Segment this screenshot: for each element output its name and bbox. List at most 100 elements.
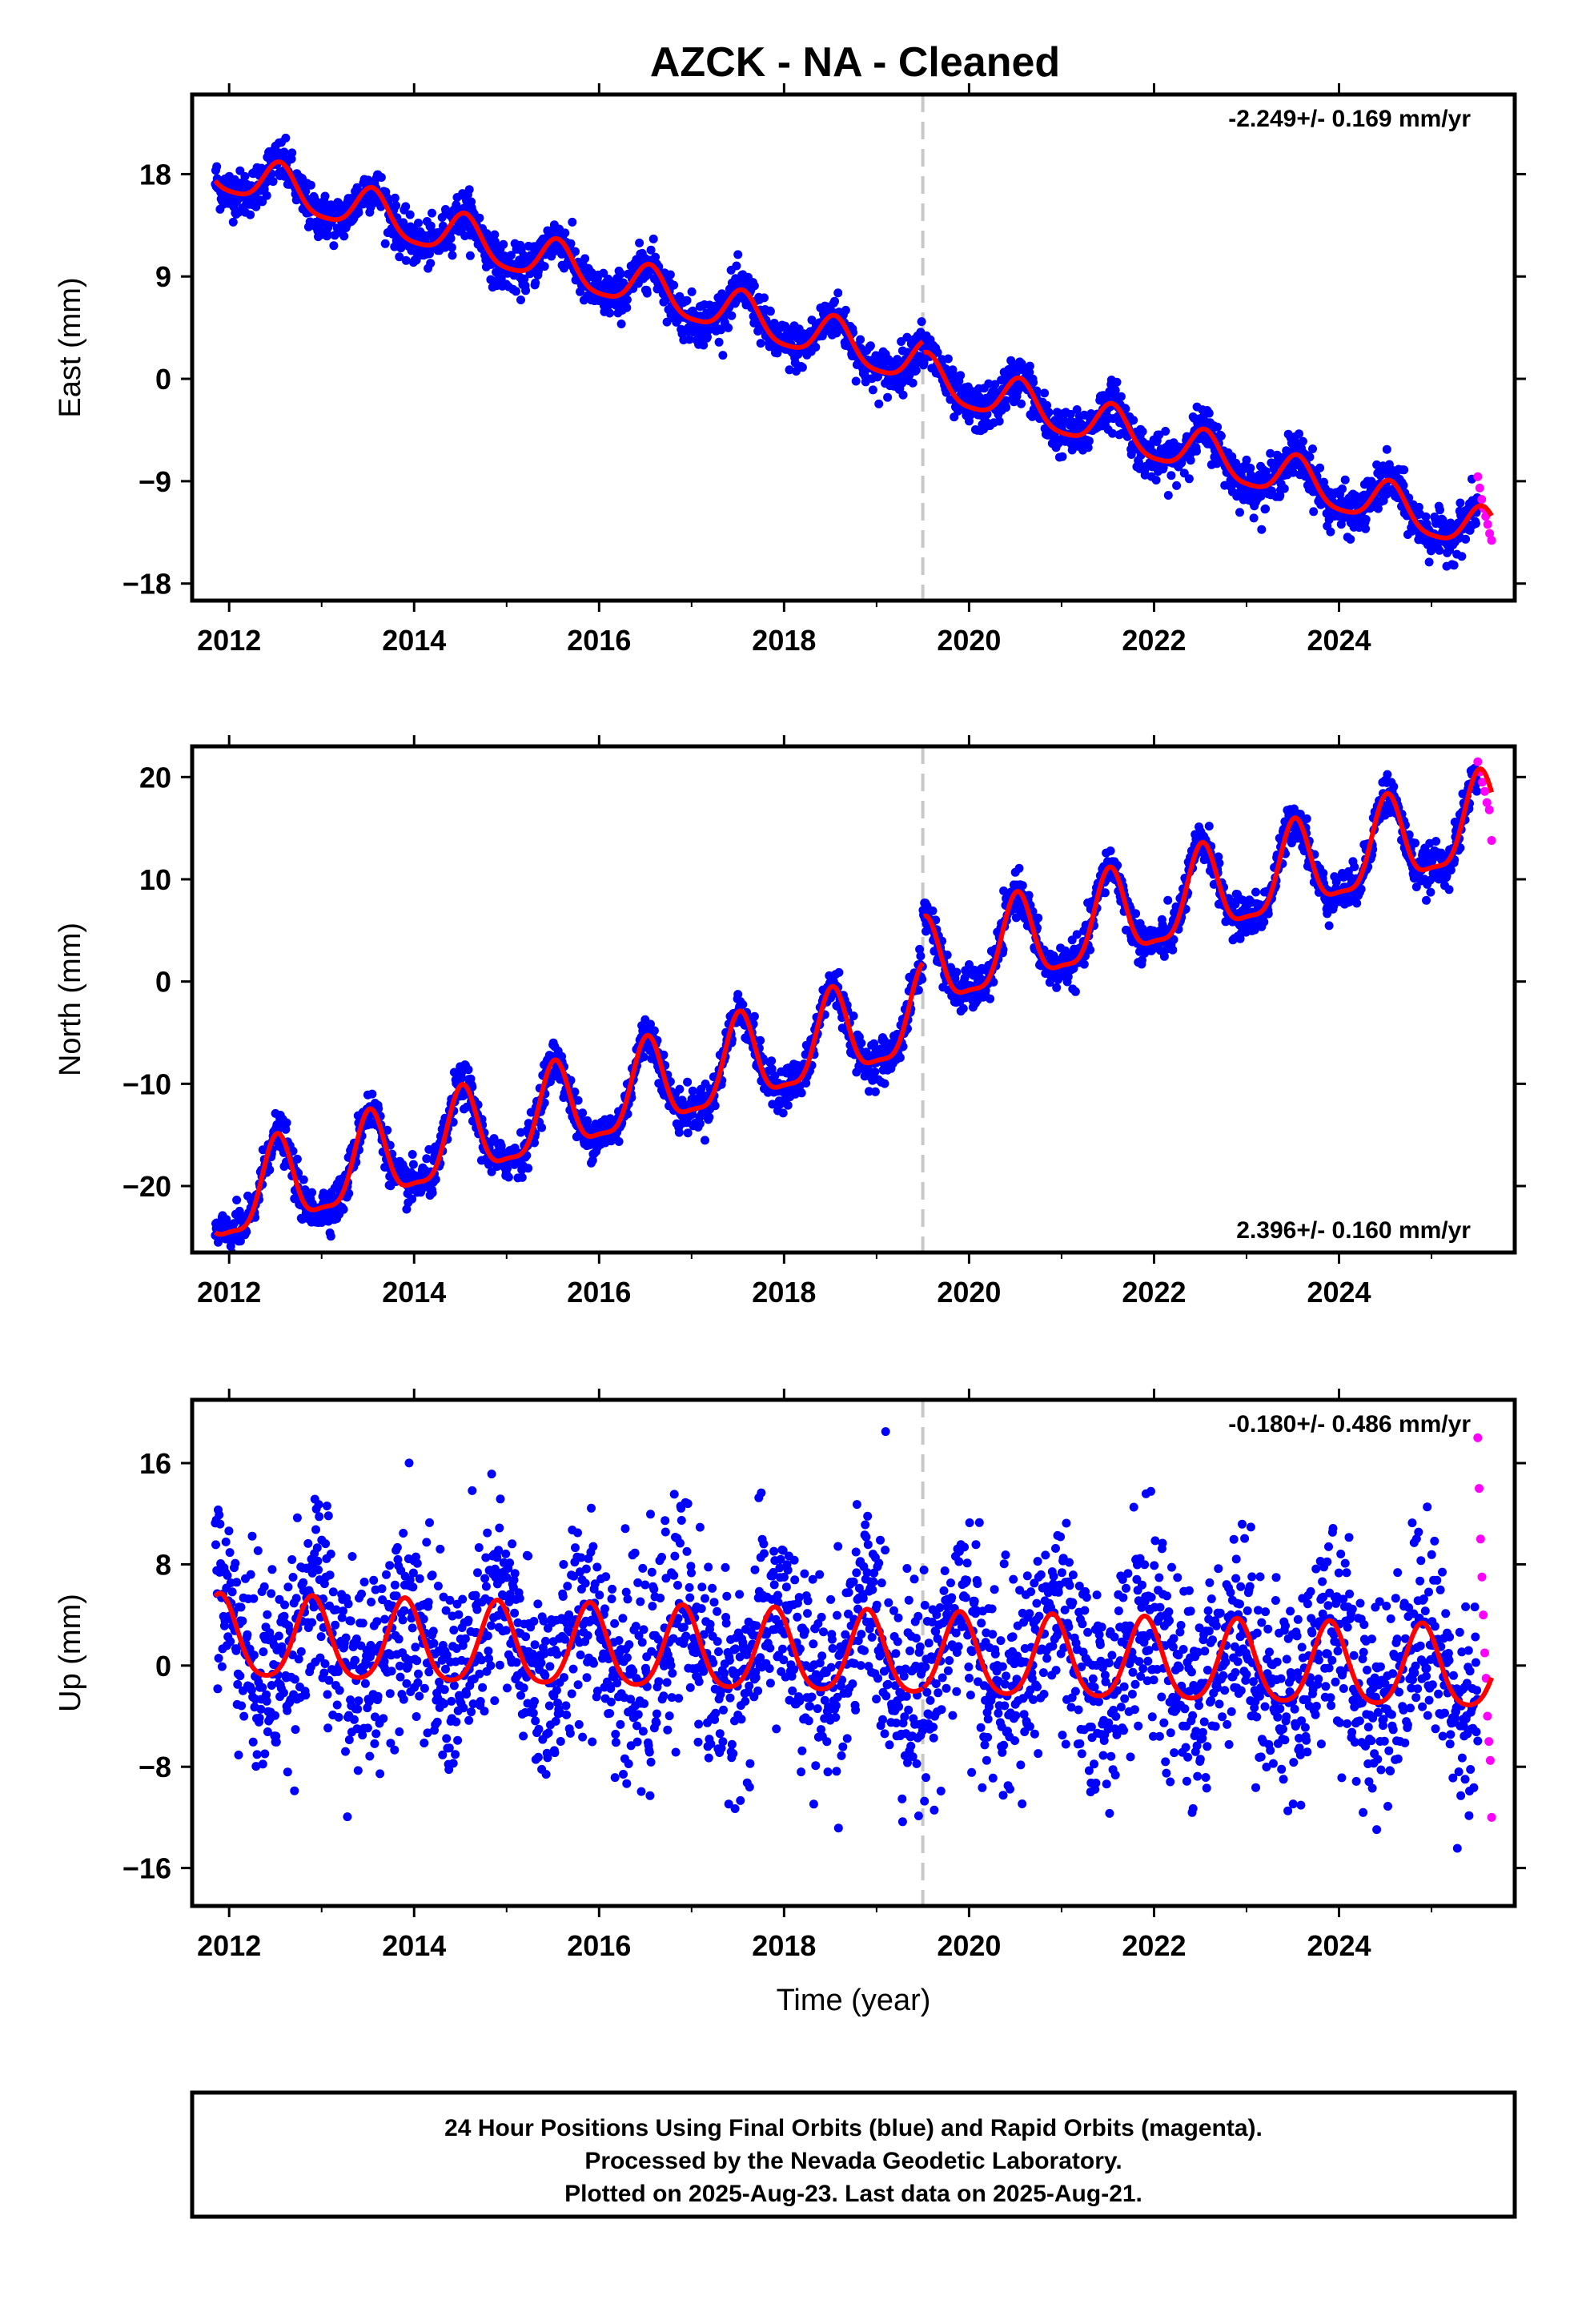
- final-point: [326, 1232, 335, 1241]
- final-point: [675, 1084, 685, 1094]
- final-point: [1319, 868, 1328, 878]
- final-point: [1461, 534, 1471, 544]
- final-point: [1288, 468, 1298, 477]
- final-orbit-series: [211, 133, 1483, 571]
- final-point: [1399, 465, 1409, 475]
- final-point: [1186, 456, 1195, 465]
- final-point: [1340, 475, 1350, 485]
- final-point: [880, 1079, 889, 1088]
- final-point: [537, 1123, 547, 1132]
- final-point: [390, 193, 400, 203]
- plot-frame: [190, 92, 1517, 603]
- x-tick-label: 2020: [937, 624, 1001, 657]
- final-point: [489, 1134, 499, 1144]
- final-point: [687, 287, 697, 296]
- final-point: [1169, 935, 1178, 944]
- final-point: [830, 296, 839, 306]
- final-point: [767, 1056, 777, 1066]
- final-point: [1052, 983, 1062, 992]
- final-point: [703, 332, 712, 342]
- final-point: [705, 1112, 714, 1122]
- final-point: [1308, 444, 1317, 453]
- final-point: [1257, 525, 1267, 534]
- final-point: [834, 967, 844, 977]
- final-point: [376, 173, 386, 182]
- x-tick-label: 2016: [567, 624, 631, 657]
- rapid-point: [1487, 536, 1496, 545]
- final-point: [1215, 858, 1224, 868]
- final-point: [323, 230, 332, 239]
- final-point: [733, 250, 743, 259]
- final-point: [401, 202, 411, 211]
- final-point: [874, 399, 884, 408]
- final-point: [699, 340, 709, 350]
- final-point: [517, 1172, 527, 1182]
- final-point: [622, 295, 632, 304]
- final-point: [281, 133, 291, 143]
- final-point: [568, 217, 577, 227]
- final-point: [865, 1087, 873, 1096]
- final-point: [446, 234, 456, 243]
- final-point: [1457, 552, 1467, 561]
- final-point: [1110, 385, 1120, 395]
- final-point: [506, 251, 516, 260]
- final-point: [649, 1026, 659, 1035]
- final-point: [482, 229, 492, 239]
- final-point: [1079, 959, 1089, 969]
- final-point: [642, 288, 652, 298]
- final-point: [1108, 428, 1117, 438]
- final-point: [783, 1100, 793, 1110]
- final-point: [292, 1154, 302, 1164]
- final-point: [994, 416, 1004, 426]
- final-point: [870, 1087, 880, 1096]
- final-point: [405, 210, 415, 219]
- final-point: [599, 268, 608, 278]
- final-point: [1204, 408, 1214, 418]
- final-point: [540, 262, 549, 271]
- final-point: [262, 191, 271, 200]
- final-point: [943, 354, 953, 364]
- final-point: [811, 343, 821, 352]
- final-point: [339, 1204, 348, 1214]
- rapid-point: [1475, 483, 1484, 493]
- final-point: [1382, 444, 1391, 454]
- final-point: [733, 990, 743, 999]
- final-point: [651, 252, 661, 262]
- final-point: [571, 247, 580, 256]
- final-point: [464, 1065, 473, 1075]
- final-point: [1446, 518, 1456, 528]
- final-point: [714, 337, 724, 347]
- final-point: [354, 208, 363, 217]
- final-point: [499, 239, 508, 249]
- final-point: [898, 390, 908, 400]
- final-point: [701, 1136, 709, 1145]
- x-tick-label: 2014: [382, 624, 446, 657]
- final-point: [1166, 471, 1176, 480]
- final-point: [428, 208, 436, 218]
- final-point: [614, 1137, 624, 1146]
- final-point: [487, 1167, 496, 1176]
- final-point: [877, 1048, 886, 1058]
- final-point: [710, 1101, 720, 1111]
- final-point: [1309, 507, 1319, 517]
- final-point: [530, 1138, 539, 1148]
- final-point: [646, 1019, 655, 1029]
- final-point: [738, 999, 748, 1009]
- final-point: [391, 201, 401, 211]
- final-point: [226, 1241, 235, 1251]
- final-point: [1421, 512, 1431, 521]
- final-point: [960, 973, 970, 983]
- final-point: [490, 230, 500, 239]
- final-point: [383, 1125, 392, 1135]
- final-point: [576, 287, 584, 296]
- final-point: [246, 210, 255, 219]
- final-point: [1251, 887, 1260, 897]
- final-point: [911, 365, 921, 375]
- final-point: [431, 1175, 440, 1184]
- final-point: [1249, 513, 1259, 523]
- final-point: [1086, 945, 1095, 955]
- final-point: [1263, 909, 1273, 919]
- final-point: [560, 228, 570, 238]
- y-tick-label: 0: [155, 363, 171, 396]
- rapid-point: [1483, 520, 1492, 529]
